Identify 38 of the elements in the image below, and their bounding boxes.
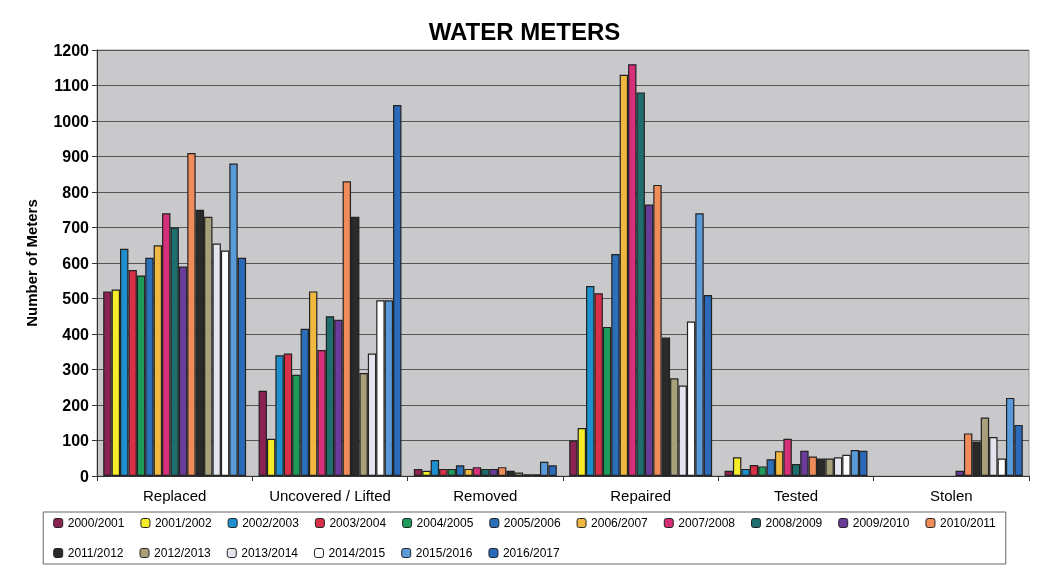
legend-label: 2011/2012 [67, 546, 124, 560]
legend-label: 2006/2007 [591, 516, 649, 530]
x-tick-label: Removed [453, 487, 518, 504]
legend-label: 2009/2010 [852, 516, 910, 530]
y-tick-label: 500 [62, 290, 90, 307]
legend-label: 2015/2016 [415, 546, 473, 560]
legend-label: 2004/2005 [416, 516, 474, 530]
y-tick-label: 400 [62, 325, 90, 343]
x-tick-label: Uncovered / Lifted [269, 487, 391, 504]
chart-title: WATER METERS [428, 17, 621, 45]
legend-label: 2010/2011 [939, 516, 997, 530]
legend-label: 2001/2002 [154, 516, 212, 530]
legend-label: 2014/2015 [328, 546, 386, 560]
x-tick-label: Tested [773, 487, 819, 504]
legend-label: 2016/2017 [502, 546, 560, 560]
legend-label: 2000/2001 [67, 516, 125, 530]
legend-label: 2008/2009 [765, 516, 823, 530]
y-tick-label: 100 [62, 432, 90, 449]
y-axis-title: Number of Meters [23, 199, 40, 327]
legend-label: 2013/2014 [241, 546, 299, 560]
y-tick-label: 1000 [53, 112, 90, 130]
legend-label: 2005/2006 [503, 516, 561, 530]
y-tick-label: 1200 [53, 41, 90, 59]
y-tick-label: 200 [62, 396, 90, 414]
x-tick-label: Replaced [142, 487, 207, 504]
y-tick-label: 600 [62, 254, 90, 272]
legend-label: 2002/2003 [242, 516, 300, 530]
y-tick-label: 900 [62, 148, 90, 165]
legend-label: 2003/2004 [329, 516, 387, 530]
x-tick-label: Stolen [930, 487, 973, 504]
y-tick-label: 700 [62, 219, 90, 236]
y-tick-label: 800 [62, 183, 90, 201]
legend-label: 2012/2013 [154, 546, 212, 560]
y-tick-label: 0 [80, 467, 90, 485]
y-tick-label: 1100 [54, 77, 90, 94]
y-tick-label: 300 [62, 361, 90, 378]
legend-label: 2007/2008 [678, 516, 736, 530]
x-tick-label: Repaired [610, 487, 672, 504]
